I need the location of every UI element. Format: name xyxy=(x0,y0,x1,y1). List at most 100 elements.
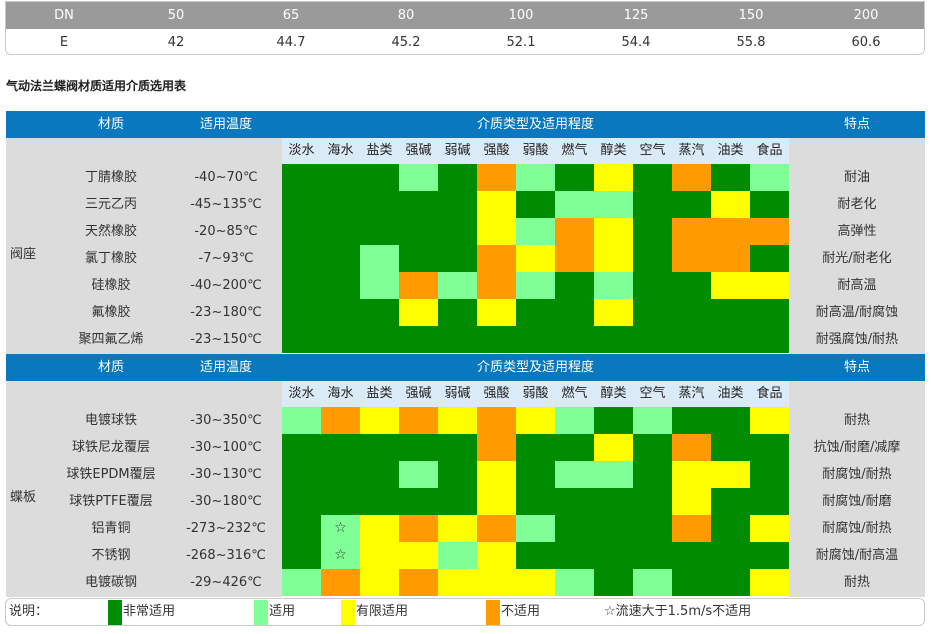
suitability-cell xyxy=(555,569,594,596)
legend-swatch xyxy=(254,600,268,625)
suitability-cell xyxy=(360,299,399,326)
dn-value-cell: 52.1 xyxy=(506,35,536,50)
suitability-cell xyxy=(360,218,399,245)
dn-value-cell: 42 xyxy=(167,35,185,50)
suitability-cell xyxy=(750,488,789,515)
suitability-cell xyxy=(672,272,711,299)
suitability-cell xyxy=(438,218,477,245)
media-label: 淡水 xyxy=(288,386,315,401)
media-label: 弱酸 xyxy=(522,386,549,401)
suitability-cell xyxy=(321,218,360,245)
suitability-cell xyxy=(555,191,594,218)
legend-swatch xyxy=(486,600,500,625)
suitability-cell xyxy=(633,569,672,596)
suitability-cell xyxy=(399,164,438,191)
seat-section: 材质 适用温度 介质类型及适用程度 特点 淡水 海水 盐类 强碱 弱碱 强酸 弱酸 燃气 醇类 空气 蒸汽油… xyxy=(6,111,925,354)
legend-note: ☆流速大于1.5m/s不适用 xyxy=(604,604,752,619)
media-header-row: 淡水 海水 盐类 强碱 弱碱 强酸 弱酸 燃气 醇类 空气 蒸汽 油类 食品 xyxy=(282,138,789,164)
suitability-cell xyxy=(438,488,477,515)
suitability-cell xyxy=(672,488,711,515)
suitability-cell xyxy=(477,488,516,515)
suitability-cell xyxy=(477,515,516,542)
suitability-cell xyxy=(750,542,789,569)
suitability-cell xyxy=(750,407,789,434)
suitability-cell xyxy=(321,191,360,218)
media-label: 空气 xyxy=(639,143,666,158)
suitability-cell xyxy=(360,461,399,488)
header-material: 材质 xyxy=(97,117,124,132)
suitability-cell xyxy=(438,461,477,488)
suitability-cell xyxy=(360,272,399,299)
suitability-cell xyxy=(555,299,594,326)
suitability-cell xyxy=(282,191,321,218)
suitability-cell xyxy=(321,245,360,272)
group-label: 阀座 xyxy=(10,247,37,262)
suitability-cell xyxy=(672,569,711,596)
suitability-cell xyxy=(282,515,321,542)
feature-text: 耐强腐蚀/耐热 xyxy=(815,332,899,347)
media-label: 油类 xyxy=(717,143,744,158)
suitability-cell xyxy=(438,407,477,434)
suitability-cell xyxy=(477,191,516,218)
feature-text: 耐高温 xyxy=(837,278,877,293)
legend-label: 不适用 xyxy=(501,604,541,619)
feature-text: 高弹性 xyxy=(837,224,877,239)
feature-text: 耐腐蚀/耐热 xyxy=(822,521,892,536)
suitability-cell xyxy=(477,272,516,299)
suitability-cell xyxy=(477,542,516,569)
suitability-cell xyxy=(516,515,555,542)
media-label: 燃气 xyxy=(561,143,588,158)
suitability-cell xyxy=(282,488,321,515)
suitability-cell xyxy=(633,272,672,299)
suitability-cell xyxy=(360,515,399,542)
suitability-cell xyxy=(672,542,711,569)
dn-value-cell: 54.4 xyxy=(621,35,651,50)
suitability-cell xyxy=(711,326,750,353)
suitability-cell xyxy=(282,272,321,299)
suitability-cell xyxy=(282,218,321,245)
suitability-cell xyxy=(321,299,360,326)
suitability-cell xyxy=(555,218,594,245)
dn-header-cell: 150 xyxy=(738,8,764,23)
media-label: 盐类 xyxy=(366,386,393,401)
suitability-cell xyxy=(750,434,789,461)
suitability-cell xyxy=(555,326,594,353)
suitability-cell xyxy=(282,542,321,569)
material-name: 电镀碳钢 xyxy=(84,575,137,590)
suitability-cell xyxy=(477,245,516,272)
suitability-cell xyxy=(594,569,633,596)
suitability-cell xyxy=(555,407,594,434)
suitability-cell xyxy=(438,245,477,272)
media-label: 强酸 xyxy=(483,386,510,401)
suitability-cell xyxy=(633,326,672,353)
material-name: 电镀球铁 xyxy=(84,413,137,428)
temperature-range: -268~316℃ xyxy=(186,548,266,563)
suitability-cell xyxy=(672,164,711,191)
temperature-range: -20~85℃ xyxy=(194,224,258,239)
suitability-cell xyxy=(594,542,633,569)
suitability-cell xyxy=(399,488,438,515)
suitability-cell xyxy=(516,326,555,353)
temperature-range: -45~135℃ xyxy=(190,197,262,212)
temperature-range: -23~150℃ xyxy=(190,332,262,347)
suitability-cell xyxy=(321,407,360,434)
suitability-cell xyxy=(750,326,789,353)
label-column-bg xyxy=(6,138,282,354)
suitability-cell xyxy=(594,515,633,542)
suitability-cell xyxy=(321,164,360,191)
suitability-cell xyxy=(672,326,711,353)
suitability-cell xyxy=(711,488,750,515)
legend-label: 非常适用 xyxy=(123,604,176,619)
suitability-cell xyxy=(438,542,477,569)
suitability-cell xyxy=(594,164,633,191)
suitability-cell xyxy=(438,299,477,326)
suitability-cell xyxy=(477,164,516,191)
material-name: 氯丁橡胶 xyxy=(84,251,137,266)
suitability-cell xyxy=(399,299,438,326)
suitability-cell xyxy=(594,245,633,272)
header-media-group: 介质类型及适用程度 xyxy=(476,360,594,375)
legend-label: 适用 xyxy=(269,604,296,619)
suitability-cell xyxy=(555,515,594,542)
suitability-cell xyxy=(711,245,750,272)
media-label: 空气 xyxy=(639,386,666,401)
